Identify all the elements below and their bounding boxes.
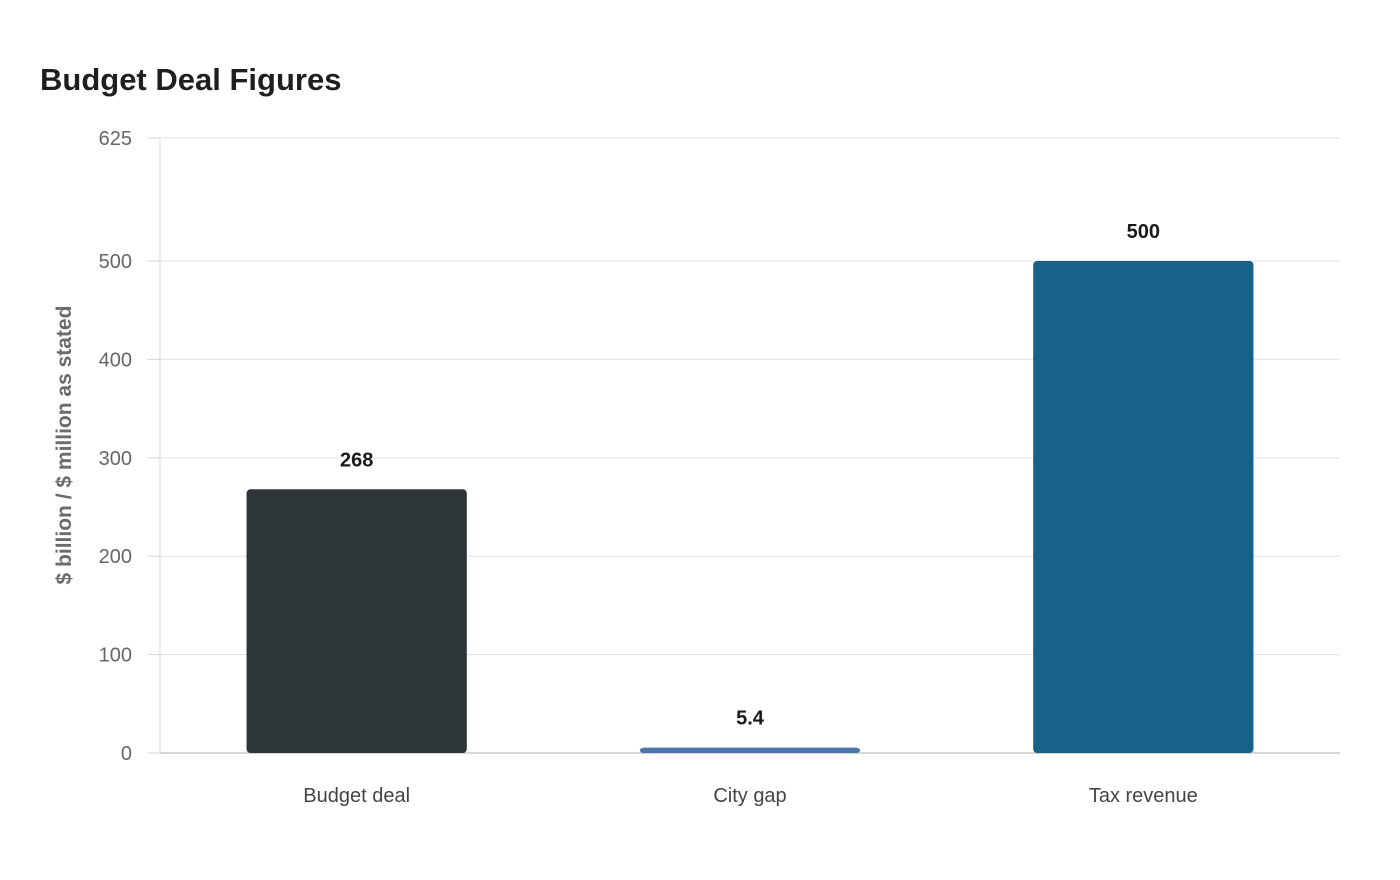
data-label: 5.4: [736, 708, 765, 730]
y-tick-label: 100: [99, 645, 132, 667]
y-axis-ticks: 0 100 200 300 400 500 625: [99, 128, 160, 765]
bar-tax-revenue: [1033, 261, 1254, 753]
data-label: 268: [340, 449, 373, 471]
y-tick-label: 200: [99, 546, 132, 568]
data-labels: 268 5.4 500: [340, 221, 1160, 730]
y-tick-label: 500: [99, 251, 132, 273]
x-tick-label: Budget deal: [303, 785, 410, 807]
x-tick-label: City gap: [713, 785, 786, 807]
bars: [246, 261, 1254, 753]
y-axis-label: $ billion / $ million as stated: [53, 306, 76, 585]
y-tick-label: 0: [121, 743, 132, 765]
y-tick-label: 300: [99, 448, 132, 470]
chart-title: Budget Deal Figures: [40, 62, 341, 97]
y-tick-label: 625: [99, 128, 132, 150]
data-label: 500: [1127, 221, 1160, 243]
y-tick-label: 400: [99, 349, 132, 371]
x-axis-ticks: Budget deal City gap Tax revenue: [303, 785, 1198, 807]
bar-budget-deal: [246, 489, 467, 753]
bar-city-gap: [639, 747, 861, 753]
x-tick-label: Tax revenue: [1089, 785, 1198, 807]
